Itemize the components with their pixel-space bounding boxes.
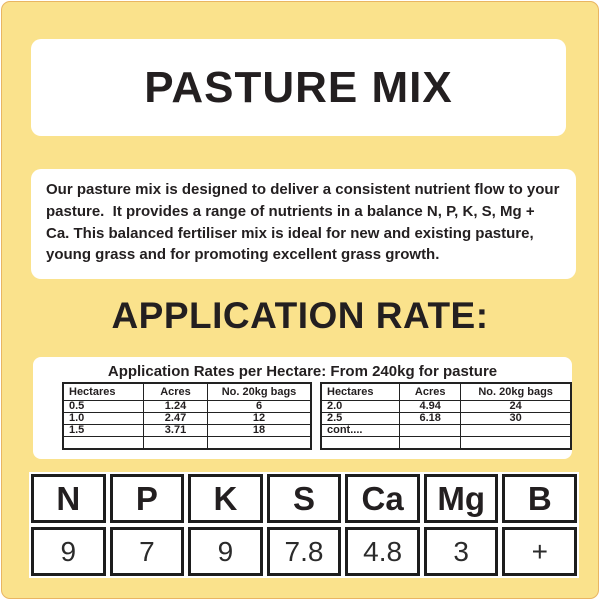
- column-header-hectares: Hectares: [320, 382, 401, 401]
- rates-subtitle: Application Rates per Hectare: From 240k…: [107, 363, 498, 380]
- nutrient-value-cell-k: 9: [188, 527, 263, 576]
- table-row: 1.5 3.71 18: [62, 424, 312, 437]
- column-header-hectares: Hectares: [62, 382, 144, 401]
- column-header-acres: Acres: [399, 382, 462, 401]
- nutrient-header-cell-p: P: [109, 474, 185, 523]
- table-cell: 2.0: [320, 400, 401, 413]
- table-cell: [460, 436, 572, 450]
- nutrient-table: N P K S Ca Mg B 9 7 9 7.8 4.8 3 +: [29, 472, 579, 578]
- table-row: [320, 436, 572, 450]
- table-cell: cont....: [320, 424, 401, 437]
- application-rate-heading: APPLICATION RATE:: [111, 295, 489, 336]
- nutrient-value-cell-mg: 3: [423, 527, 499, 576]
- table-row: 2.5 6.18 30: [320, 412, 572, 425]
- table-cell: 4.94: [399, 400, 462, 413]
- nutrient-header-cell-b: B: [502, 474, 578, 523]
- product-title: PASTURE MIX: [144, 62, 453, 112]
- table-cell: 2.5: [320, 412, 401, 425]
- table-cell: [399, 436, 462, 450]
- table-row: 0.5 1.24 6: [62, 400, 312, 413]
- table-row: 2.0 4.94 24: [320, 400, 572, 413]
- table-cell: [460, 424, 572, 437]
- table-row: [62, 436, 312, 450]
- column-header-bags: No. 20kg bags: [460, 382, 572, 401]
- table-cell: 2.47: [143, 412, 208, 425]
- product-description: Our pasture mix is designed to deliver a…: [46, 181, 564, 264]
- table-cell: [207, 436, 312, 450]
- column-header-bags: No. 20kg bags: [207, 382, 312, 401]
- rate-table-left: Hectares Acres No. 20kg bags 0.5 1.24 6 …: [62, 382, 312, 450]
- nutrient-header-row: N P K S Ca Mg B: [31, 474, 578, 523]
- table-cell: 30: [460, 412, 572, 425]
- nutrient-header-cell-s: S: [266, 474, 342, 523]
- table-cell: 0.5: [62, 400, 144, 413]
- table-cell: 6.18: [399, 412, 462, 425]
- nutrient-value-row: 9 7 9 7.8 4.8 3 +: [31, 527, 578, 576]
- table-cell: [143, 436, 208, 450]
- nutrient-header-cell-mg: Mg: [423, 474, 499, 523]
- table-header-row: Hectares Acres No. 20kg bags: [62, 382, 312, 401]
- table-cell: [320, 436, 401, 450]
- rate-table-right: Hectares Acres No. 20kg bags 2.0 4.94 24…: [320, 382, 572, 450]
- table-cell: 1.5: [62, 424, 144, 437]
- table-cell: [399, 424, 462, 437]
- column-header-acres: Acres: [143, 382, 208, 401]
- table-cell: 12: [207, 412, 312, 425]
- description-box: Our pasture mix is designed to deliver a…: [31, 169, 576, 279]
- table-cell: 6: [207, 400, 312, 413]
- rates-box: Application Rates per Hectare: From 240k…: [33, 357, 572, 459]
- table-row: cont....: [320, 424, 572, 437]
- table-cell: 1.24: [143, 400, 208, 413]
- table-cell: 3.71: [143, 424, 208, 437]
- table-cell: 18: [207, 424, 312, 437]
- title-box: PASTURE MIX: [31, 39, 566, 136]
- nutrient-value-cell-ca: 4.8: [345, 527, 420, 576]
- table-cell: 1.0: [62, 412, 144, 425]
- nutrient-header-cell-n: N: [31, 474, 106, 523]
- table-header-row: Hectares Acres No. 20kg bags: [320, 382, 572, 401]
- nutrient-value-cell-b: +: [502, 527, 578, 576]
- table-cell: 24: [460, 400, 572, 413]
- nutrient-header-cell-k: K: [188, 474, 263, 523]
- nutrient-value-cell-p: 7: [109, 527, 185, 576]
- table-row: 1.0 2.47 12: [62, 412, 312, 425]
- table-cell: [62, 436, 144, 450]
- nutrient-value-cell-n: 9: [31, 527, 106, 576]
- nutrient-header-cell-ca: Ca: [345, 474, 420, 523]
- nutrient-value-cell-s: 7.8: [266, 527, 342, 576]
